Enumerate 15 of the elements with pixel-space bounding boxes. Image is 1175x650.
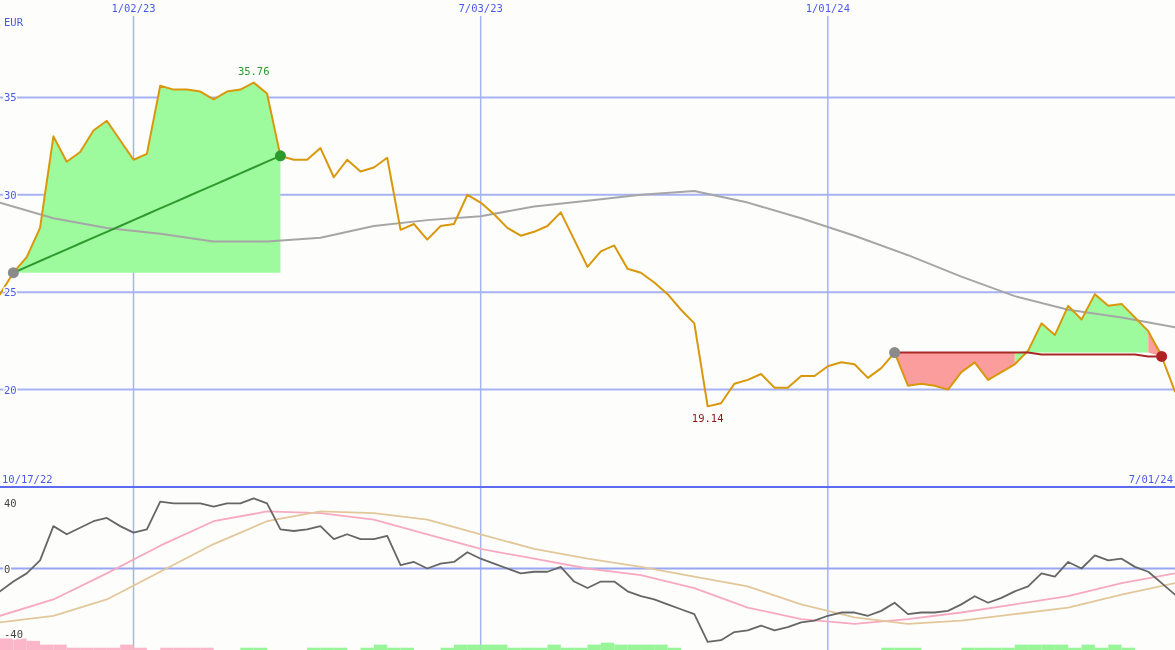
x-tick-label: 1/02/23 xyxy=(111,2,156,14)
annotation: 7/01/24 xyxy=(1128,473,1173,485)
y-tick-label: 25 xyxy=(4,286,17,299)
annotation: 19.14 xyxy=(691,412,724,425)
annotation: 10/17/22 xyxy=(2,473,53,485)
y-tick-label: -40 xyxy=(4,627,23,640)
y-tick-label: 30 xyxy=(4,188,17,201)
x-tick-label: 1/01/24 xyxy=(805,2,850,14)
annotation: 35.76 xyxy=(237,64,270,77)
y-tick-label: 40 xyxy=(4,497,17,510)
x-tick-label: 7/03/23 xyxy=(458,2,503,14)
y-tick-label: 20 xyxy=(4,383,17,396)
y-tick-label: 0 xyxy=(4,562,11,575)
y-tick-label: 35 xyxy=(4,91,17,104)
y-axis-title: EUR xyxy=(4,16,24,28)
